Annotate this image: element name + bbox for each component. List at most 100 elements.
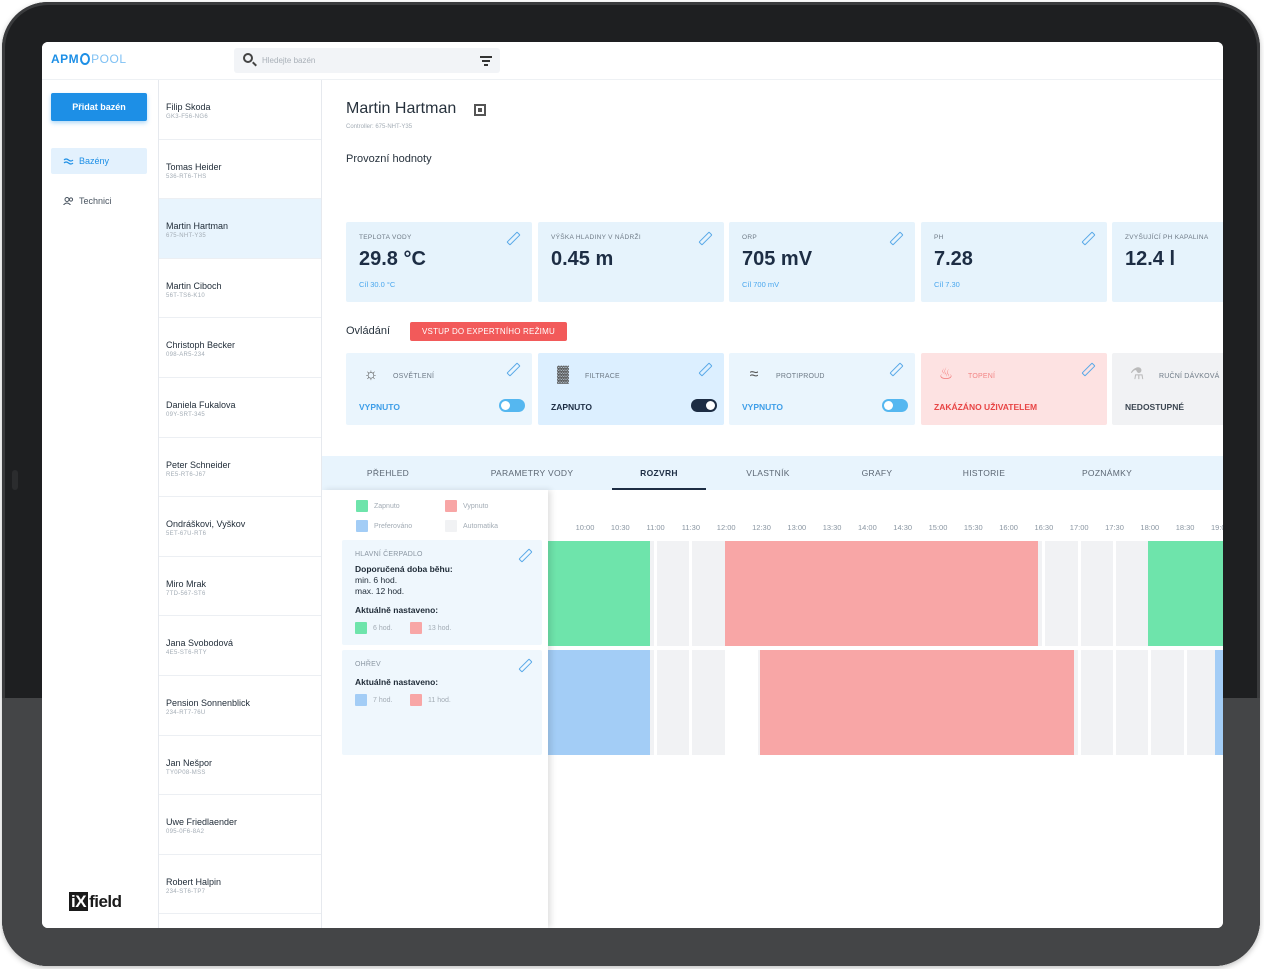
edit-pencil-icon[interactable] [518,549,531,562]
value-card: ZVYŠUJÍCÍ PH KAPALINA 12.4 l [1112,222,1223,302]
heating-transition-block[interactable] [725,650,758,755]
pool-list-item[interactable]: Pension Sonnenblick 234-RT7-76U [159,676,321,736]
heating-off-hours: 11 hod. [410,694,451,706]
qr-code-icon[interactable] [474,104,486,116]
lightbulb-icon: ☼ [363,366,379,383]
schedule-slot[interactable] [1080,650,1113,755]
pool-list-item[interactable]: Martin Hartman 675-NHT-Y35 [159,199,321,259]
heating-preferred-block[interactable] [548,650,650,755]
nav-item-pools[interactable]: Bazény [51,148,147,174]
tab-item[interactable]: PARAMETRY VODY [490,468,574,478]
schedule-slot[interactable] [657,650,690,755]
time-label: 15:00 [928,523,948,532]
control-card: ≈ PROTIPROUD VYPNUTO [729,353,915,425]
edit-pencil-icon[interactable] [1081,363,1094,376]
time-label: 12:30 [752,523,771,532]
value-label: TEPLOTA VODY [359,234,412,241]
pool-list-item[interactable]: Peter Schneider RE5-RT6-J67 [159,438,321,498]
schedule-slot[interactable] [692,650,725,755]
tab-item[interactable]: ROZVRH [612,456,706,490]
controller-id: Controller: 675-NHT-Y35 [346,124,413,130]
pool-list-item[interactable]: Martin Ciboch 56T-TS6-K10 [159,259,321,319]
location-pin-icon [80,53,91,65]
left-navigation: Přidat bazén Bazény Technici iX field [42,80,159,928]
nav-item-technicians[interactable]: Technici [51,188,147,214]
client-code: 5ET-67U-RT6 [166,531,207,538]
control-state: ZAPNUTO [551,402,592,412]
pump-label: HLAVNÍ ČERPADLO [355,551,423,558]
client-name: Ondráškovi, Vyškov [166,519,246,530]
schedule-slot[interactable] [1045,541,1078,646]
client-code: 4E5-ST6-RTY [166,650,207,657]
schedule-slot[interactable] [1080,541,1113,646]
tab-item[interactable]: PŘEHLED [366,468,410,478]
control-label: OSVĚTLENÍ [393,373,435,380]
control-toggle[interactable] [499,399,525,412]
pool-list-item[interactable]: Jan Nešpor TY0P08-MSS [159,736,321,796]
schedule-timeline: 10:00 10:30 11:00 11:30 12:00 12:30 13:00 13:30… [548,490,1223,928]
client-name: Jana Svobodová [166,638,234,649]
edit-pencil-icon[interactable] [506,363,519,376]
filter-icon[interactable] [480,56,492,66]
pool-list-item[interactable]: Christoph Becker 098-AR5-234 [159,318,321,378]
value-target: Cíl 700 mV [742,280,780,289]
pool-list-item[interactable]: Filip Skoda GK3-F56-NG6 [159,80,321,140]
tablet-side-button [12,470,18,490]
schedule-slot[interactable] [1186,650,1219,755]
time-label: 17:00 [1069,523,1089,532]
pump-on-block[interactable] [1148,541,1223,646]
schedule-slot[interactable] [657,541,690,646]
schedule-slot[interactable] [1151,650,1184,755]
pump-off-block[interactable] [725,541,1038,646]
apm-pool-logo[interactable]: APM POOL [51,52,127,66]
edit-pencil-icon[interactable] [1081,232,1094,245]
tab-item[interactable]: POZNÁMKY [1081,468,1133,478]
value-card: TEPLOTA VODY 29.8 °C Cíl 30.0 °C [346,222,532,302]
edit-pencil-icon[interactable] [889,363,902,376]
time-label: 10:00 [575,523,595,532]
time-label: 19:00 [1211,523,1223,532]
edit-pencil-icon[interactable] [506,232,519,245]
pump-on-block[interactable] [548,541,650,646]
value-card: VÝŠKA HLADINY V NÁDRŽI 0.45 m [538,222,724,302]
legend-swatch [410,622,422,634]
client-name: Tomas Heider [166,161,222,172]
schedule-slot[interactable] [1116,650,1149,755]
edit-pencil-icon[interactable] [889,232,902,245]
edit-pencil-icon[interactable] [518,659,531,672]
tab-item[interactable]: GRAFY [861,468,893,478]
section-title-operating-values: Provozní hodnoty [346,153,432,165]
logo-text-apm: APM [51,52,80,66]
tab-item[interactable]: HISTORIE [962,468,1006,478]
client-code: 09Y-SRT-345 [166,411,205,418]
pool-list-item[interactable]: Miro Mrak 7TD-567-ST6 [159,557,321,617]
pool-list-item[interactable]: Ondráškovi, Vyškov 5ET-67U-RT6 [159,497,321,557]
control-toggle[interactable] [691,399,717,412]
ixfield-logo: iX field [69,892,122,911]
heating-off-block[interactable] [760,650,1074,755]
pool-list-item[interactable]: Daniela Fukalova 09Y-SRT-345 [159,378,321,438]
value-label: VÝŠKA HLADINY V NÁDRŽI [551,234,641,241]
pool-list-item[interactable]: Uwe Friedlaender 095-0F6-8A2 [159,795,321,855]
schedule-slot[interactable] [1116,541,1149,646]
pool-list-item[interactable]: Tomas Heider 536-RT6-THS [159,140,321,200]
search-input[interactable] [262,52,462,69]
tab-item[interactable]: VLASTNÍK [746,468,790,478]
control-card: ▓ FILTRACE ZAPNUTO [538,353,724,425]
control-toggle[interactable] [882,399,908,412]
pool-detail: Martin Hartman Controller: 675-NHT-Y35 P… [322,80,1223,928]
client-name: Daniela Fukalova [166,399,236,410]
client-name: Miro Mrak [166,578,206,589]
counterflow-icon: ≈ [749,366,759,383]
add-pool-button[interactable]: Přidat bazén [51,93,147,121]
heating-preferred-block[interactable] [1215,650,1223,755]
edit-pencil-icon[interactable] [698,363,711,376]
edit-pencil-icon[interactable] [698,232,711,245]
time-label: 14:30 [893,523,913,532]
client-name: Uwe Friedlaender [166,817,238,828]
legend-swatch [410,694,422,706]
schedule-slot[interactable] [692,541,725,646]
expert-mode-button[interactable]: VSTUP DO EXPERTNÍHO REŽIMU [410,322,567,341]
pool-list-item[interactable]: Jana Svobodová 4E5-ST6-RTY [159,616,321,676]
pool-list-item[interactable]: Robert Halpin 234-ST6-TP7 [159,855,321,915]
